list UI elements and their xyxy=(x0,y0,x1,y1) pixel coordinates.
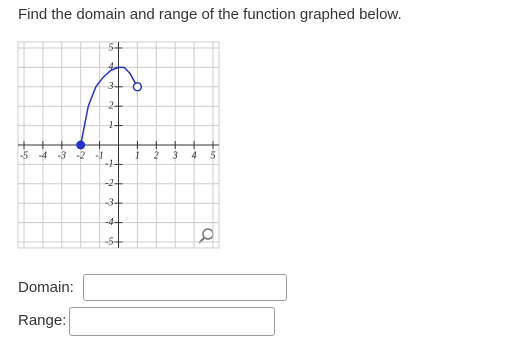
x-tick-label: 2 xyxy=(154,150,159,161)
y-tick-label: -5 xyxy=(105,236,113,247)
y-tick-label: 4 xyxy=(109,62,114,73)
x-tick-label: 3 xyxy=(172,150,178,161)
open-endpoint xyxy=(132,82,143,92)
x-tick-label: -5 xyxy=(20,150,28,161)
x-tick-label: -2 xyxy=(77,150,85,161)
x-tick-label: -4 xyxy=(39,150,47,161)
y-tick-label: 3 xyxy=(108,81,114,92)
range-label: Range: xyxy=(18,312,67,329)
zoom-icon xyxy=(198,228,214,244)
x-tick-label: 4 xyxy=(192,150,197,161)
function-curve xyxy=(79,66,139,146)
y-tick-label: 1 xyxy=(109,120,114,131)
y-tick-label: -2 xyxy=(105,178,113,189)
closed-endpoint xyxy=(76,140,86,150)
x-tick-label: -3 xyxy=(58,150,66,161)
y-tick-label: 5 xyxy=(109,42,114,53)
y-tick-label: -3 xyxy=(105,197,113,208)
question: Find the domain and range of the functio… xyxy=(18,6,402,23)
x-tick-label: -1 xyxy=(95,150,103,161)
graph: -5 -4 -3 -2 -1 1 2 3 4 5 5 4 3 2 1 -1 -2 -3 -4 -5 xyxy=(17,41,220,249)
range-input[interactable] xyxy=(69,307,275,336)
y-tick-label: -1 xyxy=(105,159,113,170)
domain-input[interactable] xyxy=(83,274,287,301)
y-tick-label: -4 xyxy=(105,217,113,228)
y-tick-label: 2 xyxy=(109,100,114,111)
x-tick-label: 5 xyxy=(211,150,216,161)
x-tick-label: 1 xyxy=(135,150,140,161)
domain-label: Domain: xyxy=(18,279,74,296)
